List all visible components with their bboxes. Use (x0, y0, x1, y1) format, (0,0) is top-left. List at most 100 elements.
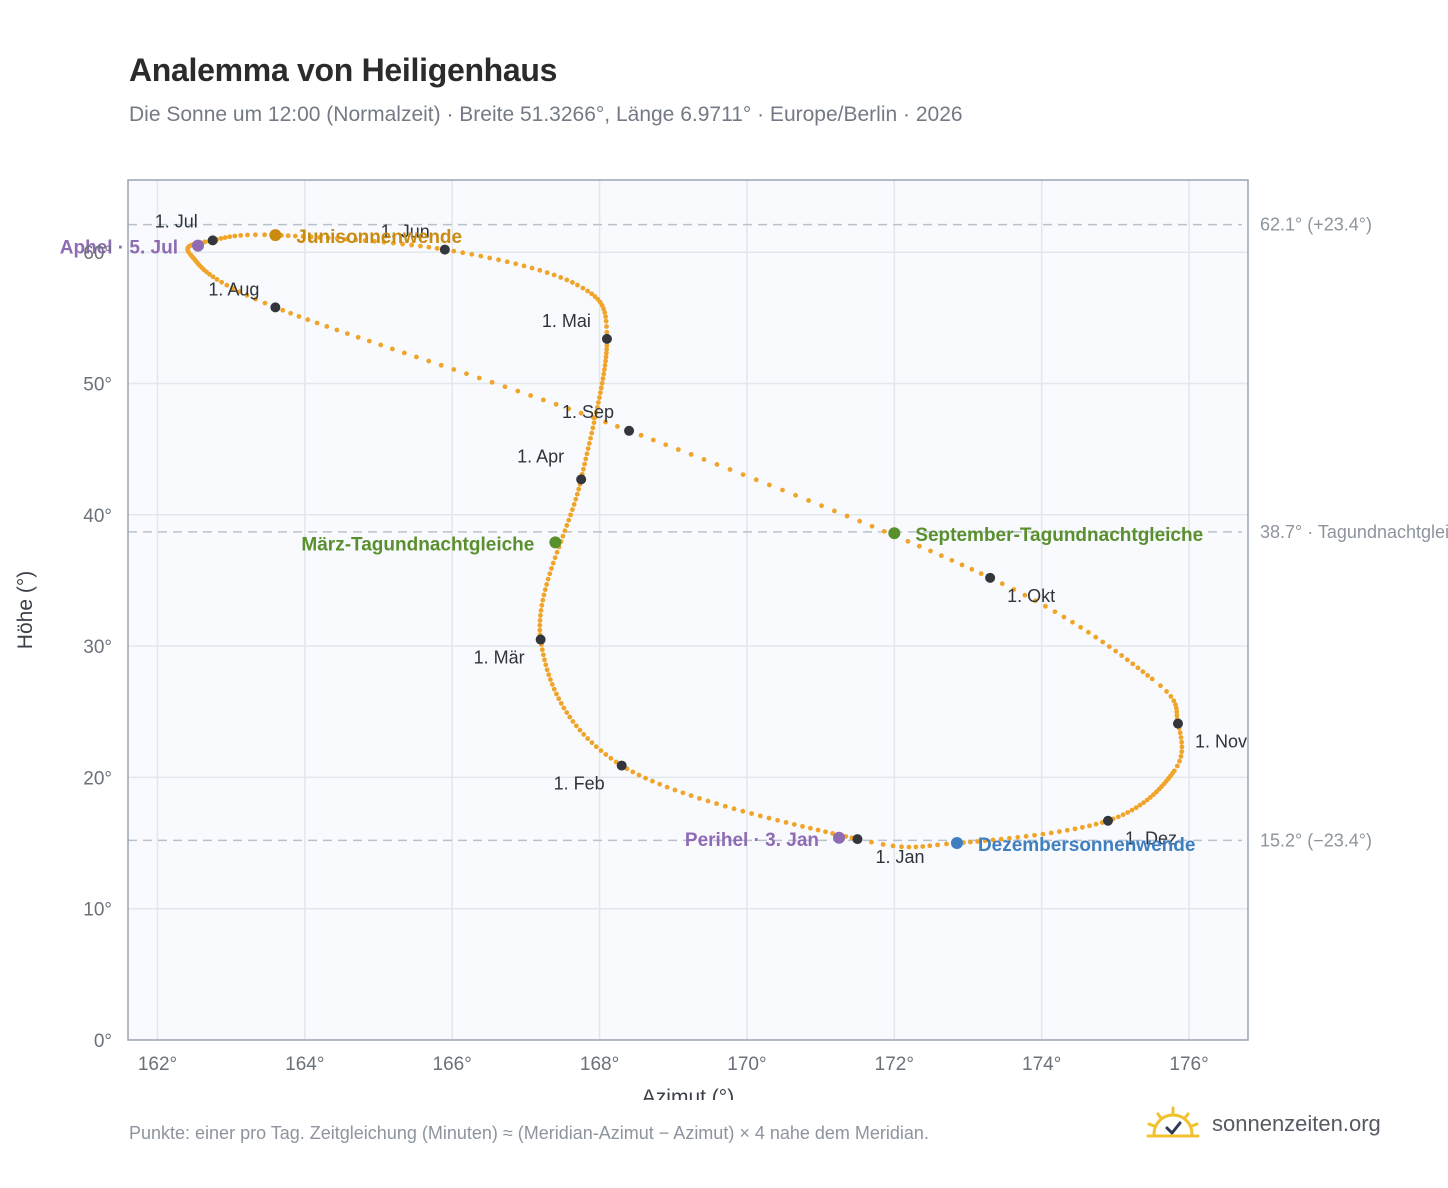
daily-sun-dot (1061, 614, 1067, 620)
daily-sun-dot (638, 432, 644, 438)
daily-sun-dot (417, 243, 423, 249)
daily-sun-dot (969, 566, 975, 572)
daily-sun-dot (222, 235, 228, 240)
daily-sun-dot (353, 237, 359, 243)
daily-sun-dot (426, 244, 432, 250)
daily-sun-dot (599, 380, 605, 386)
daily-sun-dot (464, 371, 469, 377)
x-tick-label: 176° (1169, 1054, 1208, 1075)
x-tick-label: 164° (285, 1054, 324, 1075)
daily-sun-dot (1173, 705, 1179, 711)
daily-sun-dot (496, 257, 501, 263)
daily-sun-dot (630, 769, 636, 775)
daily-sun-dot (1087, 823, 1092, 829)
daily-sun-dot (548, 677, 553, 682)
daily-sun-dot (749, 811, 754, 816)
daily-sun-dot (1052, 609, 1058, 615)
daily-sun-dot (1070, 619, 1075, 625)
daily-sun-dot (927, 843, 933, 849)
daily-sun-dot (944, 841, 949, 847)
daily-sun-dot (793, 492, 798, 498)
daily-sun-dot (650, 437, 656, 443)
daily-sun-dot (680, 790, 686, 796)
daily-sun-dot (808, 825, 813, 831)
brand-name: sonnenzeiten.org (1212, 1111, 1381, 1136)
daily-sun-dot (675, 447, 681, 452)
daily-sun-dot (783, 819, 789, 825)
daily-sun-dot (372, 238, 377, 244)
daily-sun-dot (586, 441, 592, 446)
daily-sun-dot (890, 843, 896, 849)
event-label: Dezembersonnenwende (978, 835, 1196, 856)
daily-sun-dot (740, 472, 746, 478)
daily-sun-dot (1079, 824, 1085, 830)
daily-sun-dot (232, 233, 238, 239)
daily-sun-dot (576, 486, 582, 492)
daily-sun-dot (381, 239, 387, 245)
month-label: 1. Apr (517, 446, 564, 466)
daily-sun-dot (1177, 730, 1183, 736)
daily-sun-dot (603, 358, 608, 364)
daily-sun-dot (1093, 821, 1099, 827)
event-label: Junisonnenwende (296, 227, 462, 248)
daily-sun-dot (899, 844, 904, 850)
daily-sun-dot (588, 435, 593, 441)
month-markers: 1. Jan 1. Feb 1. Mär 1. Apr 1. Mai 1. Jun 1. J… (155, 211, 1247, 867)
daily-sun-dot (529, 265, 535, 271)
daily-sun-dot (285, 233, 291, 239)
daily-sun-dot (218, 236, 224, 241)
daily-sun-dot (538, 607, 544, 613)
daily-sun-dot (663, 442, 669, 448)
daily-sun-dot (334, 236, 340, 241)
daily-sun-dot (1149, 676, 1155, 682)
daily-sun-dot (547, 571, 553, 577)
daily-sun-dot (214, 277, 220, 282)
month-marker (852, 834, 863, 845)
x-tick-label: 162° (138, 1054, 177, 1075)
event-label: März-Tagundnachtgleiche (301, 534, 534, 555)
daily-sun-dot (558, 700, 564, 706)
daily-sun-dot (537, 618, 543, 623)
daily-sun-dot (325, 235, 331, 241)
daily-sun-dot (578, 410, 584, 416)
daily-sun-dot (224, 282, 230, 288)
daily-sun-dot (414, 354, 419, 360)
daily-sun-dot (1179, 749, 1185, 755)
daily-sun-dot (544, 582, 550, 587)
daily-sun-dot (1011, 587, 1017, 592)
daily-sun-dot (727, 467, 733, 472)
event-marker (833, 831, 846, 844)
month-label: 1. Feb (554, 774, 605, 794)
daily-sun-dot (643, 775, 648, 781)
daily-sun-dot (589, 740, 595, 746)
daily-sun-dot (1048, 830, 1054, 836)
daily-sun-dot (603, 350, 609, 356)
daily-sun-dot (551, 272, 557, 278)
daily-sun-dot (317, 234, 322, 240)
daily-sun-dot (701, 457, 707, 462)
daily-sun-dot (252, 232, 258, 238)
daily-sun-dot (504, 259, 510, 265)
daily-sun-dot (938, 553, 944, 559)
month-marker (535, 634, 546, 645)
daily-sun-dot (1178, 735, 1184, 740)
y-tick-label: 0° (94, 1031, 112, 1052)
x-tick-label: 172° (875, 1054, 914, 1075)
daily-sun-dot (344, 236, 349, 242)
daily-sun-dot (998, 836, 1004, 842)
daily-sun-dot (999, 581, 1005, 587)
daily-sun-dot (650, 778, 655, 784)
daily-sun-dot (688, 793, 694, 799)
daily-sun-dot (581, 731, 587, 737)
brand-logo[interactable]: sonnenzeiten.org (1146, 1104, 1381, 1144)
x-tick-label: 168° (580, 1054, 619, 1075)
daily-sun-dot (1168, 693, 1174, 699)
daily-sun-dot (460, 250, 466, 256)
chart-subtitle: Die Sonne um 12:00 (Normalzeit) · Breite… (129, 103, 963, 126)
daily-sun-dot (537, 627, 543, 633)
daily-sun-dot (253, 296, 258, 302)
daily-sun-dot (959, 562, 965, 568)
daily-sun-dot (823, 829, 828, 835)
daily-sun-dot (967, 839, 973, 845)
daily-sun-dot (308, 234, 314, 240)
